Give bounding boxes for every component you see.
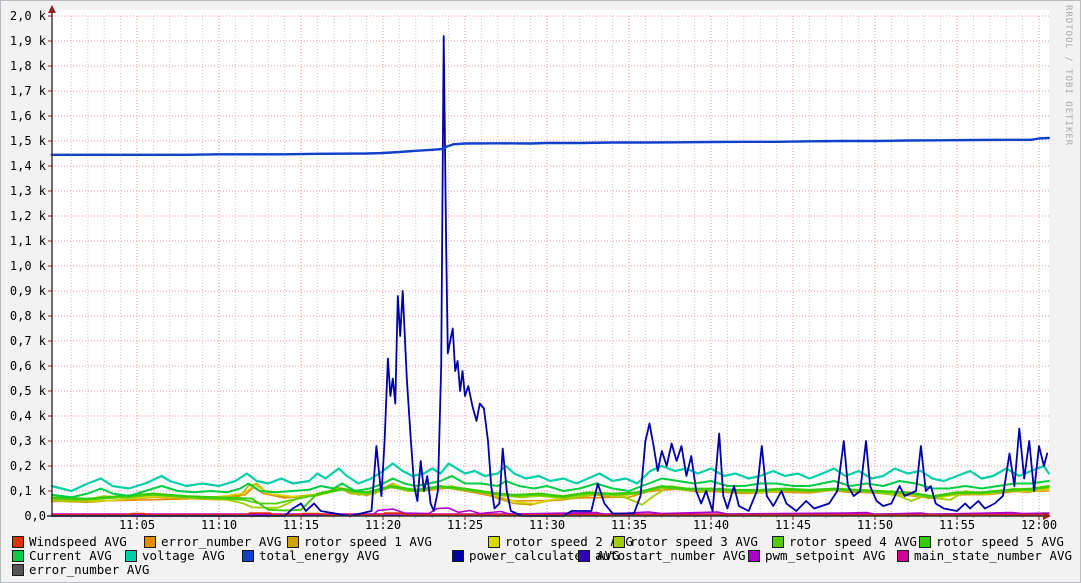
- y-axis-arrow-icon: [48, 5, 56, 13]
- y-tick-label: 1,3 k: [9, 184, 46, 198]
- series-voltage: [50, 462, 1050, 493]
- x-tick-label: 11:05: [118, 518, 156, 532]
- y-tick-label: 1,4 k: [9, 159, 46, 173]
- legend-label: power_calculated AVG: [469, 548, 620, 563]
- legend-label: error_number AVG: [161, 534, 282, 549]
- legend-color-chip: [748, 549, 760, 562]
- legend-label: total_energy AVG: [259, 548, 380, 563]
- x-tick-label: 11:45: [774, 518, 812, 532]
- x-tick-label: 11:20: [364, 518, 402, 532]
- y-tick-label: 2,0 k: [9, 9, 46, 23]
- y-tick-label: 1,0 k: [9, 259, 46, 273]
- series-Windspeed: [50, 512, 1050, 516]
- legend-item-error-number-avg: error_number AVG: [144, 535, 281, 548]
- x-tick-label: 11:30: [528, 518, 566, 532]
- x-tick-label: 11:35: [610, 518, 648, 532]
- legend-item-power-calculated-avg: power_calculated AVG: [452, 549, 620, 562]
- legend-label: main_state_number AVG: [914, 548, 1073, 563]
- x-tick-label: 11:55: [938, 518, 976, 532]
- legend-label: rotor speed 4 AVG: [789, 534, 917, 549]
- y-tick-label: 1,5 k: [9, 134, 46, 148]
- y-tick-label: 1,2 k: [9, 209, 46, 223]
- y-tick-label: 1,9 k: [9, 34, 46, 48]
- y-tick-label: 1,8 k: [9, 59, 46, 73]
- legend-color-chip: [12, 549, 24, 562]
- x-tick-label: 11:15: [282, 518, 320, 532]
- legend-item-voltage-avg: voltage AVG: [125, 549, 225, 562]
- series-rotor_speed_5: [50, 485, 1050, 512]
- legend-item-windspeed-avg: Windspeed AVG: [12, 535, 127, 548]
- series-total_energy: [50, 136, 1050, 156]
- y-tick-label: 0,4 k: [9, 409, 46, 423]
- legend-color-chip: [919, 535, 931, 548]
- legend-color-chip: [12, 563, 24, 576]
- legend-item-rotor-speed-5-avg: rotor speed 5 AVG: [919, 535, 1064, 548]
- x-axis-arrow-icon: [1043, 512, 1051, 520]
- series-rotor_speed_3: [50, 485, 1050, 509]
- legend-item-total-energy-avg: total_energy AVG: [242, 549, 379, 562]
- legend-label: Windspeed AVG: [29, 534, 127, 549]
- legend-label: rotor speed 3 AVG: [630, 534, 758, 549]
- y-tick-label: 0,8 k: [9, 309, 46, 323]
- legend-item-rotor-speed-4-avg: rotor speed 4 AVG: [772, 535, 917, 548]
- legend-label: rotor speed 2 AVG: [505, 534, 633, 549]
- legend-label: error_number AVG: [29, 562, 150, 577]
- legend-item-current-avg: Current AVG: [12, 549, 112, 562]
- legend-color-chip: [488, 535, 500, 548]
- y-tick-label: 1,6 k: [9, 109, 46, 123]
- legend-color-chip: [287, 535, 299, 548]
- x-tick-label: 11:40: [692, 518, 730, 532]
- legend-color-chip: [242, 549, 254, 562]
- y-tick-label: 1,1 k: [9, 234, 46, 248]
- y-tick-label: 0,0: [24, 509, 46, 523]
- x-tick-label: 11:25: [446, 518, 484, 532]
- x-tick-label: 11:10: [200, 518, 238, 532]
- y-tick-label: 0,1 k: [9, 484, 46, 498]
- legend-label: autostart_number AVG: [595, 548, 746, 563]
- legend-item-rotor-speed-3-avg: rotor speed 3 AVG: [613, 535, 758, 548]
- y-tick-label: 0,9 k: [9, 284, 46, 298]
- legend-color-chip: [772, 535, 784, 548]
- y-tick-label: 0,3 k: [9, 434, 46, 448]
- x-tick-label: 11:50: [856, 518, 894, 532]
- legend-item-autostart-number-avg: autostart_number AVG: [578, 549, 746, 562]
- legend-color-chip: [897, 549, 909, 562]
- legend-color-chip: [613, 535, 625, 548]
- legend-item-main-state-number-avg: main_state_number AVG: [897, 549, 1072, 562]
- legend-item-error-number-avg: error_number AVG: [12, 563, 149, 576]
- y-tick-label: 0,2 k: [9, 459, 46, 473]
- series-power_calculated: [50, 35, 1049, 517]
- legend-label: rotor speed 1 AVG: [304, 534, 432, 549]
- y-tick-label: 1,7 k: [9, 84, 46, 98]
- rrdtool-watermark: RRDTOOL / TOBI OETIKER: [1063, 5, 1073, 147]
- legend-color-chip: [452, 549, 464, 562]
- legend-item-pwm-setpoint-avg: pwm_setpoint AVG: [748, 549, 885, 562]
- legend-label: rotor speed 5 AVG: [936, 534, 1064, 549]
- x-tick-label: 12:00: [1020, 518, 1058, 532]
- y-tick-label: 0,5 k: [9, 384, 46, 398]
- series-rotor_speed_4: [50, 486, 1050, 505]
- legend-label: voltage AVG: [142, 548, 225, 563]
- legend-color-chip: [144, 535, 156, 548]
- legend-label: pwm_setpoint AVG: [765, 548, 886, 563]
- legend-color-chip: [578, 549, 590, 562]
- legend-item-rotor-speed-2-avg: rotor speed 2 AVG: [488, 535, 633, 548]
- y-tick-label: 0,6 k: [9, 359, 46, 373]
- series-pwm_setpoint: [50, 507, 1050, 516]
- legend-item-rotor-speed-1-avg: rotor speed 1 AVG: [287, 535, 432, 548]
- legend-color-chip: [12, 535, 24, 548]
- legend-color-chip: [125, 549, 137, 562]
- y-tick-label: 0,7 k: [9, 334, 46, 348]
- legend-label: Current AVG: [29, 548, 112, 563]
